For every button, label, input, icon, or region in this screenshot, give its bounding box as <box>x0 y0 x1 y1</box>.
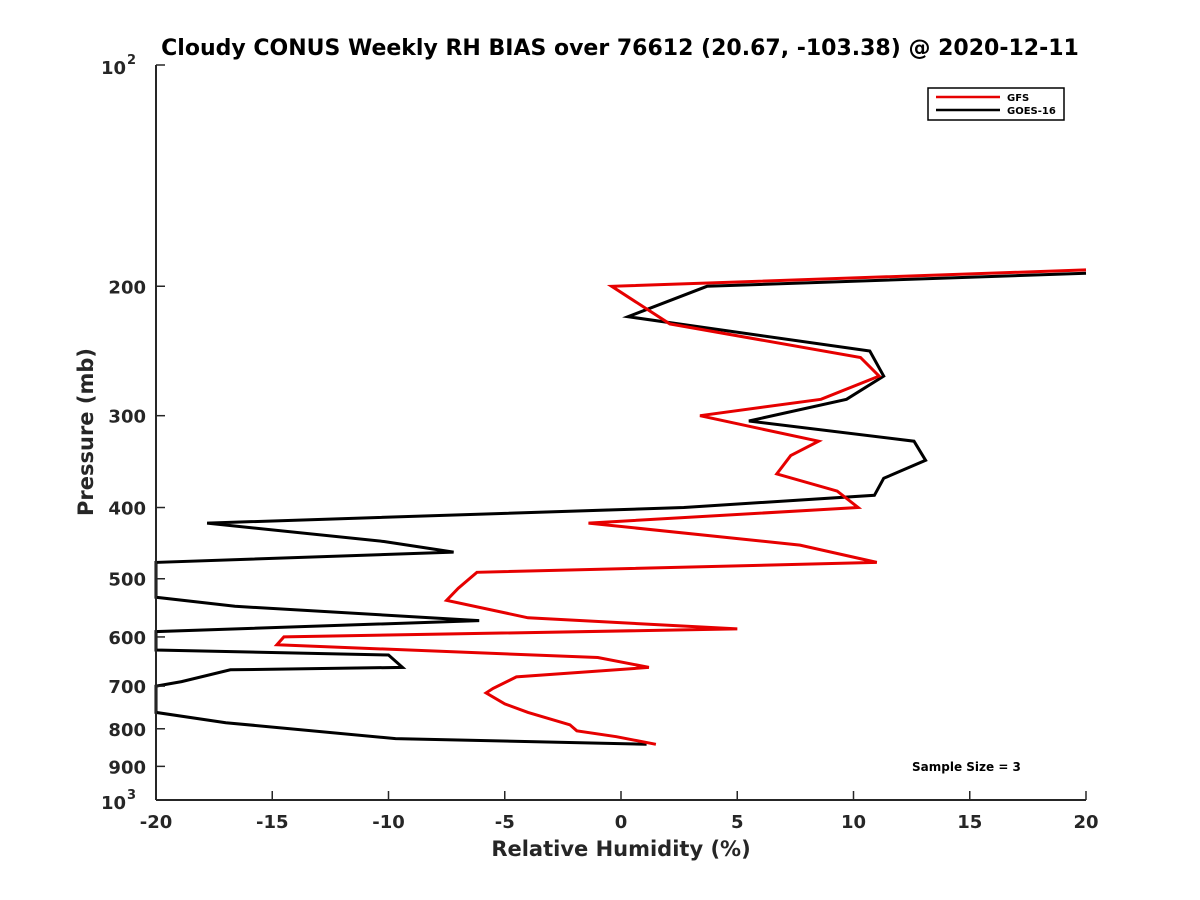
legend-box <box>927 87 1065 121</box>
y-tick-label: 900 <box>108 757 146 778</box>
y-decade-tick-label: 10 2 <box>101 53 136 79</box>
y-tick-label: 300 <box>108 407 146 428</box>
y-decade-exponent: 2 <box>127 53 136 68</box>
x-tick-label: -20 <box>140 812 173 833</box>
y-axis-label: Pressure (mb) <box>74 348 98 516</box>
x-tick-label: 0 <box>615 812 628 833</box>
y-decade-tick-label: 10 3 <box>101 788 136 814</box>
y-tick-label: 700 <box>108 677 146 698</box>
y-tick-label: 400 <box>108 499 146 520</box>
x-tick-label: 15 <box>957 812 982 833</box>
x-tick-label: 10 <box>841 812 866 833</box>
legend-label-gfs: GFS <box>1007 93 1029 104</box>
x-tick-label: 5 <box>731 812 744 833</box>
y-decade-exponent: 3 <box>127 788 136 803</box>
plot-area: -20 -15 -10 -5 0 5 10 15 20 200 300 400 500 600 700 80… <box>101 53 1099 833</box>
y-tick-label: 200 <box>108 277 146 298</box>
y-tick-label: 600 <box>108 628 146 649</box>
y-tick-label: 500 <box>108 570 146 591</box>
series-line-gfs <box>273 268 1087 746</box>
legend-label-goes16: GOES-16 <box>1007 106 1056 117</box>
x-tick-label: -5 <box>495 812 515 833</box>
y-decade-base: 10 <box>101 58 126 79</box>
x-axis-ticks: -20 -15 -10 -5 0 5 10 15 20 <box>140 791 1099 833</box>
chart-title: Cloudy CONUS Weekly RH BIAS over 76612 (… <box>161 36 1079 61</box>
y-tick-label: 800 <box>108 720 146 741</box>
legend: GFS GOES-16 <box>927 87 1065 121</box>
x-tick-label: -15 <box>256 812 289 833</box>
sample-size-annotation: Sample Size = 3 <box>912 760 1021 774</box>
series-layer <box>154 268 1087 746</box>
x-axis-label: Relative Humidity (%) <box>491 837 750 861</box>
x-tick-label: -10 <box>372 812 405 833</box>
series-line-goes16 <box>154 271 1087 746</box>
x-tick-label: 20 <box>1073 812 1098 833</box>
y-decade-base: 10 <box>101 793 126 814</box>
